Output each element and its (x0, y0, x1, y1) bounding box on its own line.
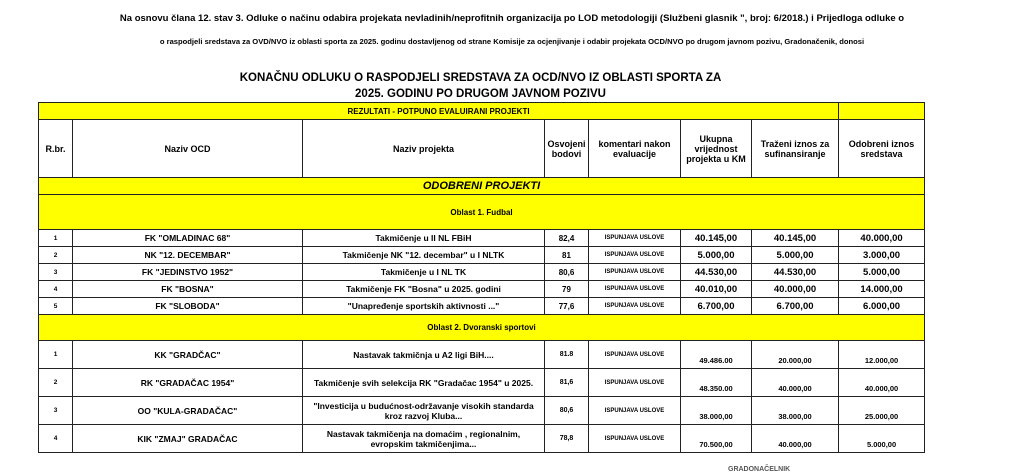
table-cell: 82,4 (544, 229, 589, 247)
table-cell: 2 (38, 368, 73, 397)
table-cell: Takmičenje u I NL TK (302, 263, 545, 281)
table-cell: "Unapređenje sportskih aktivnosti ..." (302, 297, 545, 315)
column-header: Naziv OCD (72, 119, 303, 178)
table-cell: 6.700,00 (750, 297, 840, 315)
table-cell: 40.145,00 (680, 229, 752, 247)
table-cell: 1 (38, 340, 73, 369)
table-cell: 78,8 (544, 424, 589, 453)
table-cell: 40.010,00 (680, 280, 752, 298)
table-cell: 40.000,00 (838, 368, 926, 397)
intro-line-2: o raspodjeli sredstava za OVD/NVO iz obl… (159, 37, 865, 46)
table-cell: 14.000,00 (838, 280, 926, 298)
signature-label: GRADONAČELNIK (728, 466, 791, 473)
table-cell: RK "GRADAČAC 1954" (72, 368, 303, 397)
table-cell: ISPUNJAVA USLOVE (588, 229, 681, 247)
table-cell: KIK "ZMAJ" GRADAČAC (72, 424, 303, 453)
table-cell: ISPUNJAVA USLOVE (588, 368, 681, 397)
table-cell: 49.486.00 (680, 340, 752, 369)
table-cell: 40.000,00 (750, 368, 840, 397)
table-cell: 48.350.00 (680, 368, 752, 397)
table-cell: 3 (38, 263, 73, 281)
table-row: 3 FK "JEDINSTVO 1952" Takmičenje u I NL TK… (38, 263, 926, 281)
table-cell: 4 (38, 424, 73, 453)
table-cell: 40.000,00 (750, 280, 840, 298)
table-cell: "Investicija u budućnost-održavanje viso… (302, 396, 545, 425)
table-cell: 1 (38, 229, 73, 247)
table-cell: ISPUNJAVA USLOVE (588, 280, 681, 298)
table-row: 1 FK "OMLADINAC 68" Takmičenje u II NL FBi… (38, 229, 926, 247)
table-row: 2 RK "GRADAČAC 1954" Takmičenje svih selek… (38, 368, 926, 397)
table-cell: FK "SLOBODA" (72, 297, 303, 315)
table-row: 1 KK "GRADČAC" Nastavak takmičnja u A2 lig… (38, 340, 926, 369)
table-cell: 20.000,00 (750, 340, 840, 369)
column-header: Ukupna vrijednost projekta u KM (680, 119, 752, 178)
table-cell: FK "OMLADINAC 68" (72, 229, 303, 247)
table-cell: 77,6 (544, 297, 589, 315)
results-banner: REZULTATI - POTPUNO EVALUIRANI PROJEKTI (37, 102, 840, 120)
table-cell: 5.000,00 (680, 246, 752, 264)
table-cell: 6.700,00 (680, 297, 752, 315)
table-cell: Nastavak takmičenja na domaćim , regiona… (302, 424, 545, 453)
table-cell: 79 (544, 280, 589, 298)
table-cell: ISPUNJAVA USLOVE (588, 396, 681, 425)
column-header: R.br. (38, 119, 73, 178)
table-cell: 5.000,00 (838, 263, 926, 281)
table-cell: KK "GRADČAC" (72, 340, 303, 369)
table-cell: 3 (38, 396, 73, 425)
table-cell: 12.000,00 (838, 340, 926, 369)
table-cell: 40.145,00 (750, 229, 840, 247)
table-cell: 25.000,00 (838, 396, 926, 425)
column-header: Osvojeni bodovi (544, 119, 589, 178)
table-cell: 81.8 (544, 340, 589, 369)
table-row: 4 KIK "ZMAJ" GRADAČAC Nastavak takmičenja … (38, 424, 926, 453)
section-header: Oblast 2. Dvoranski sportovi (37, 314, 926, 341)
column-header: Odobreni iznos sredstava (838, 119, 926, 178)
table-cell: 5.000,00 (838, 424, 926, 453)
column-header: Naziv projekta (302, 119, 545, 178)
table-cell: 44.530,00 (750, 263, 840, 281)
table-row: 3 OO "KULA-GRADAČAC" "Investicija u budućn… (38, 396, 926, 425)
approved-projects-label: ODOBRENI PROJEKTI (37, 177, 926, 195)
table-cell: ISPUNJAVA USLOVE (588, 424, 681, 453)
table-cell: ISPUNJAVA USLOVE (588, 340, 681, 369)
table-cell: 40.000,00 (750, 424, 840, 453)
table-cell: 81,6 (544, 368, 589, 397)
table-cell: 80,6 (544, 396, 589, 425)
table-cell: Takmičenje FK "Bosna" u 2025. godini (302, 280, 545, 298)
table-cell: 44.530,00 (680, 263, 752, 281)
section-header: Oblast 1. Fudbal (37, 194, 926, 230)
table-cell: 38.000,00 (750, 396, 840, 425)
table-cell: ISPUNJAVA USLOVE (588, 297, 681, 315)
column-header: Traženi iznos za sufinansiranje (750, 119, 840, 178)
table-cell: 81 (544, 246, 589, 264)
table-cell: FK "JEDINSTVO 1952" (72, 263, 303, 281)
table-cell: 2 (38, 246, 73, 264)
table-cell: 6.000,00 (838, 297, 926, 315)
table-cell: ISPUNJAVA USLOVE (588, 263, 681, 281)
table-cell: OO "KULA-GRADAČAC" (72, 396, 303, 425)
table-cell: Takmičenje u II NL FBiH (302, 229, 545, 247)
table-cell: 70.500,00 (680, 424, 752, 453)
table-cell: 40.000,00 (838, 229, 926, 247)
table-cell: 4 (38, 280, 73, 298)
document-title-line-2: 2025. GODINU PO DRUGOM JAVNOM POZIVU (355, 88, 606, 100)
table-cell: 5.000,00 (750, 246, 840, 264)
table-row: 4 FK "BOSNA" Takmičenje FK "Bosna" u 2025.… (38, 280, 926, 298)
table-row: 2 NK "12. DECEMBAR" Takmičenje NK "12. dec… (38, 246, 926, 264)
table-cell: Takmičenje svih selekcija RK "Gradačac 1… (302, 368, 545, 397)
table-cell: Nastavak takmičnja u A2 ligi BiH.... (302, 340, 545, 369)
table-cell: ISPUNJAVA USLOVE (588, 246, 681, 264)
column-header: komentari nakon evaluacije (588, 119, 681, 178)
intro-line-1: Na osnovu člana 12. stav 3. Odluke o nač… (119, 13, 905, 24)
table-cell: Takmičenje NK "12. decembar" u I NLTK (302, 246, 545, 264)
table-row: 5 FK "SLOBODA" "Unapređenje sportskih akti… (38, 297, 926, 315)
table-cell: 5 (38, 297, 73, 315)
table-cell: 38.000,00 (680, 396, 752, 425)
table-cell: FK "BOSNA" (72, 280, 303, 298)
table-cell: 3.000,00 (838, 246, 926, 264)
table-cell: NK "12. DECEMBAR" (72, 246, 303, 264)
results-table: REZULTATI - POTPUNO EVALUIRANI PROJEKTI … (37, 102, 926, 453)
table-cell: 80,6 (544, 263, 589, 281)
document-title-line-1: KONAČNU ODLUKU O RASPODJELI SREDSTAVA ZA… (239, 72, 722, 84)
